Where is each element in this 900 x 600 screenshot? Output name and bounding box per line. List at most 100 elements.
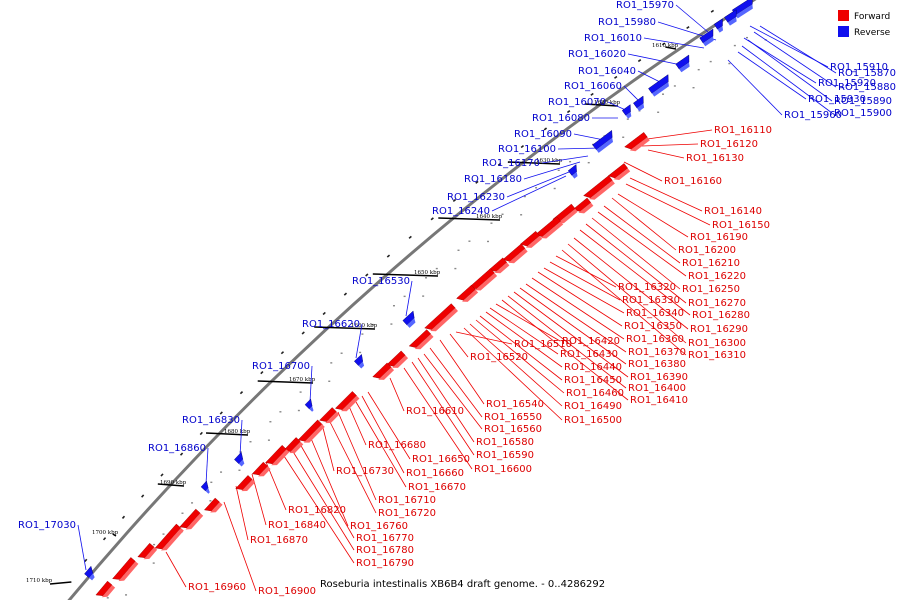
tick-dash (121, 515, 126, 519)
forward-gene-feature (372, 362, 395, 380)
kbp-tick-label: 1650 kbp (414, 270, 441, 276)
reverse-gene-arrow-shade (651, 81, 669, 97)
gene-label: RO1_16820 (288, 505, 346, 516)
reverse-gene-feature (567, 164, 578, 179)
gene-label: RO1_16270 (688, 298, 746, 309)
leader-line (403, 367, 473, 470)
tick-dot (297, 409, 300, 412)
leader-line (617, 193, 689, 238)
gene-label: RO1_15920 (818, 78, 876, 89)
reverse-gene-arrow (567, 164, 577, 176)
gene-label: RO1_15870 (838, 68, 896, 79)
leader-line (639, 129, 713, 141)
figure-caption: Roseburia intestinalis XB6B4 draft genom… (320, 579, 605, 590)
leader-line (573, 237, 689, 330)
tick-dash (239, 391, 244, 395)
tick-dot (587, 161, 590, 164)
tick-dot (267, 439, 270, 441)
leader-line (513, 291, 629, 378)
tick-dash (497, 162, 502, 166)
forward-gene-feature (112, 557, 139, 582)
leader-line (239, 419, 243, 457)
reverse-gene-arrow-shade (727, 16, 737, 26)
gene-label: RO1_16780 (356, 545, 414, 556)
reverse-gene-arrow (200, 480, 209, 492)
gene-label: RO1_16380 (628, 359, 686, 370)
tick-dot (657, 111, 660, 113)
gene-label: RO1_16120 (700, 139, 758, 150)
gene-label: RO1_16290 (690, 324, 748, 335)
tick-dot (299, 391, 302, 393)
forward-gene-arrow (372, 362, 392, 379)
leader-line (165, 551, 187, 588)
legend-reverse-label: Reverse (854, 28, 891, 38)
kbp-tick-mark (665, 46, 677, 50)
tick-dot (501, 213, 504, 215)
gene-label: RO1_16410 (630, 395, 688, 406)
forward-gene-feature (520, 230, 543, 248)
gene-label: RO1_16170 (482, 158, 540, 169)
leader-line (629, 177, 703, 212)
gene-label: RO1_16350 (624, 321, 682, 332)
reverse-gene-feature (713, 18, 724, 33)
gene-label: RO1_16130 (686, 153, 744, 164)
leader-line (541, 155, 589, 164)
leader-line (367, 391, 411, 460)
tick-dot (622, 136, 625, 138)
gene-label: RO1_16010 (584, 33, 642, 44)
forward-gene-feature (235, 475, 256, 492)
reverse-gene-feature (354, 353, 365, 369)
tick-dash (452, 198, 457, 203)
forward-gene-arrow-shade (613, 168, 631, 180)
reverse-gene-arrow-shade (238, 459, 245, 467)
gene-label: RO1_16070 (548, 97, 606, 108)
gene-label: RO1_15970 (616, 0, 674, 11)
tick-dot (340, 352, 343, 354)
kbp-tick-label: 1630 kbp (536, 158, 563, 164)
leader-line (597, 211, 687, 277)
gene-label: RO1_16550 (484, 412, 542, 423)
gene-label: RO1_15930 (808, 94, 866, 105)
tick-dash (637, 59, 642, 63)
tick-dot (220, 471, 223, 473)
tick-dash (365, 273, 369, 277)
leader-line (523, 161, 581, 180)
forward-gene-arrow-shade (303, 424, 325, 443)
gene-label: RO1_16490 (564, 401, 622, 412)
leader-line (327, 417, 377, 514)
gene-label: RO1_15960 (784, 110, 842, 121)
leader-line (573, 133, 605, 141)
forward-gene-arrow-shade (508, 248, 528, 264)
tick-dot (328, 380, 331, 382)
leader-line (495, 303, 561, 342)
tick-dot (709, 60, 712, 63)
gene-label: RO1_16710 (378, 495, 436, 506)
forward-gene-feature (552, 203, 578, 224)
tick-dash (590, 92, 594, 96)
gene-label: RO1_15910 (830, 62, 888, 73)
reverse-gene-arrow-shade (205, 488, 210, 494)
gene-label: RO1_16320 (618, 282, 676, 293)
gene-label: RO1_15980 (598, 17, 656, 28)
leader-line (235, 485, 249, 541)
forward-gene-arrow-shade (462, 289, 479, 302)
forward-gene-arrow-shade (185, 513, 204, 530)
tick-dash (141, 494, 145, 498)
gene-label: RO1_16360 (626, 334, 684, 345)
forward-gene-feature (95, 580, 116, 598)
tick-dash (430, 217, 434, 221)
gene-label: RO1_16160 (664, 176, 722, 187)
forward-gene-feature (583, 175, 615, 200)
gene-label: RO1_16100 (498, 144, 556, 155)
gene-label: RO1_16730 (336, 466, 394, 477)
gene-label: RO1_16860 (148, 443, 206, 454)
leader-line (675, 4, 709, 33)
gene-label: RO1_16210 (682, 258, 740, 269)
gene-label: RO1_15880 (838, 82, 896, 93)
forward-gene-arrow (424, 303, 456, 330)
tick-dash (543, 127, 548, 131)
tick-dot (191, 502, 194, 504)
forward-gene-arrow-shade (118, 561, 139, 582)
leader-line (501, 299, 629, 401)
tick-dash (102, 537, 107, 541)
